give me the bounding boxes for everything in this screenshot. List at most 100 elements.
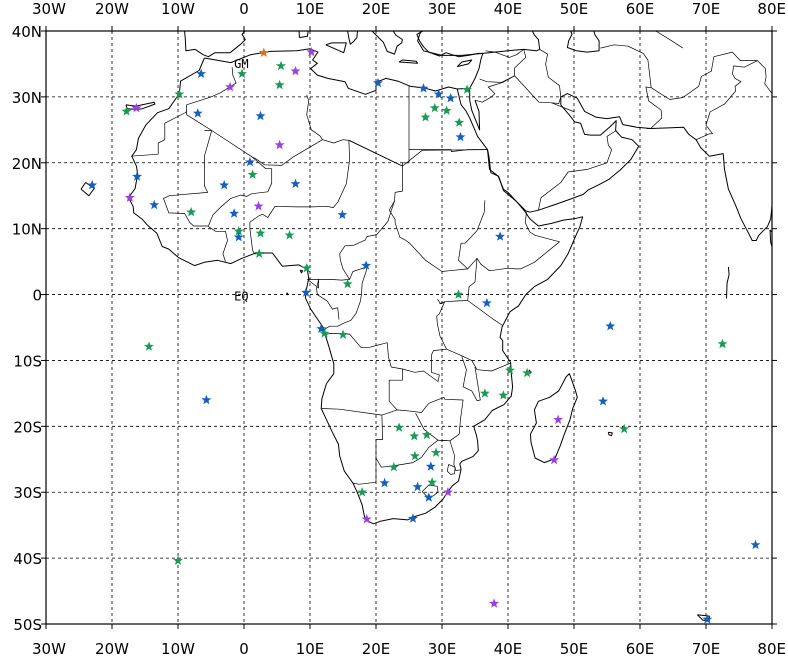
station-marker-green [284,230,295,240]
station-marker-blue [255,110,266,121]
station-marker-green [421,429,432,440]
cyprus-coast [456,59,473,68]
station-marker-green [121,106,132,116]
border-malawi [461,356,481,401]
sri-lanka-coast [769,229,772,249]
station-marker-green [274,79,285,90]
station-marker-green [255,228,266,238]
y-tick-label: 20S [13,418,42,436]
border-gabon [307,279,350,320]
station-marker-blue [233,232,244,242]
station-marker-green [619,423,630,434]
border-sudan-n [402,149,488,167]
station-marker-orange [258,47,269,57]
border-ethiopia [458,200,486,270]
station-marker-blue [361,260,371,270]
station-marker-green [505,365,515,375]
border-afghan-pak [651,51,772,100]
station-marker-purple [443,487,453,497]
station-marker-blue [425,461,436,471]
station-marker-green [174,89,185,99]
y-tick-label: 40S [13,550,42,568]
station-marker-blue [445,93,456,103]
x-tick-label-top: 80E [757,0,786,18]
station-marker-green [388,462,399,472]
border-kuwait [551,102,575,113]
station-marker-blue [301,287,311,297]
station-marker-green [357,487,368,497]
greece-coast [371,31,403,55]
crete-coast [398,59,419,64]
station-marker-blue [219,180,230,190]
canary-coast [125,101,156,110]
x-tick-label-bottom: 70E [692,640,721,657]
station-marker-green [186,207,197,217]
levant-coast [482,31,541,54]
x-tick-label-top: 30E [428,0,457,18]
x-tick-label-bottom: 30W [32,640,66,657]
bioko-coast [299,269,304,274]
station-markers [87,46,761,624]
y-tick-label: 50S [13,616,42,634]
country-borders [131,31,772,497]
x-tick-label-top: 20W [95,0,129,18]
x-tick-label-top: 20E [362,0,391,18]
x-tick-label-bottom: 50E [560,640,589,657]
sardinia-coast [298,31,309,39]
station-marker-green [453,289,464,299]
station-marker-blue [201,394,212,405]
y-tick-label: 40N [12,23,42,41]
border-jordan-iraq [474,75,562,104]
station-marker-green [522,367,533,378]
africa-main-coast [128,57,584,525]
station-marker-green [717,338,728,349]
station-marker-blue [702,614,713,624]
station-marker-green [480,388,490,398]
x-tick-label-bottom: 40E [494,640,523,657]
border-west-2 [131,67,237,157]
station-marker-blue [495,231,505,241]
station-marker-blue [750,539,761,550]
map-label: GM [234,57,248,71]
station-marker-purple [306,46,317,57]
border-central-1 [348,140,560,272]
station-marker-blue [412,481,423,492]
border-india-pak [695,60,758,141]
y-tick-label: 0 [32,287,42,305]
station-marker-green [441,105,452,115]
x-tick-label-top: 70E [692,0,721,18]
x-tick-label-top: 60E [626,0,655,18]
x-tick-label-bottom: 20W [95,640,129,657]
station-marker-blue [196,68,206,78]
station-marker-purple [124,192,135,202]
x-tick-label-bottom: 20E [362,640,391,657]
border-iran-iraq [539,49,562,97]
station-marker-green [409,431,420,441]
station-marker-green [394,422,404,432]
y-tick-label: 10S [13,352,42,370]
axis-ticks: 30W 30W 20W 20W 10W 10W 0 0 10E 10E 20E 20E 30E 30E 40… [12,0,786,657]
station-marker-green [429,102,440,113]
border-arabia-s [538,130,617,211]
y-tick-label: 30N [12,89,42,107]
border-eswatini [446,464,456,475]
station-marker-green [173,555,183,565]
sinai-coast [469,88,481,131]
station-marker-green [427,477,437,487]
maldives-coast [726,266,730,299]
border-syria [479,49,527,83]
x-tick-label-top: 40E [494,0,523,18]
madagascar-coast [529,373,578,464]
x-tick-label-top: 10E [296,0,325,18]
station-marker-blue [379,477,390,488]
y-tick-label: 10N [12,221,42,239]
station-marker-blue [87,180,98,190]
station-marker-blue [605,321,616,331]
map-frame [45,30,773,625]
x-tick-label-top: 30W [32,0,66,18]
station-marker-green [301,263,312,273]
x-tick-label-bottom: 60E [626,640,655,657]
x-tick-label-top: 0 [239,0,249,18]
station-marker-blue [290,178,301,189]
border-angola [321,333,403,416]
